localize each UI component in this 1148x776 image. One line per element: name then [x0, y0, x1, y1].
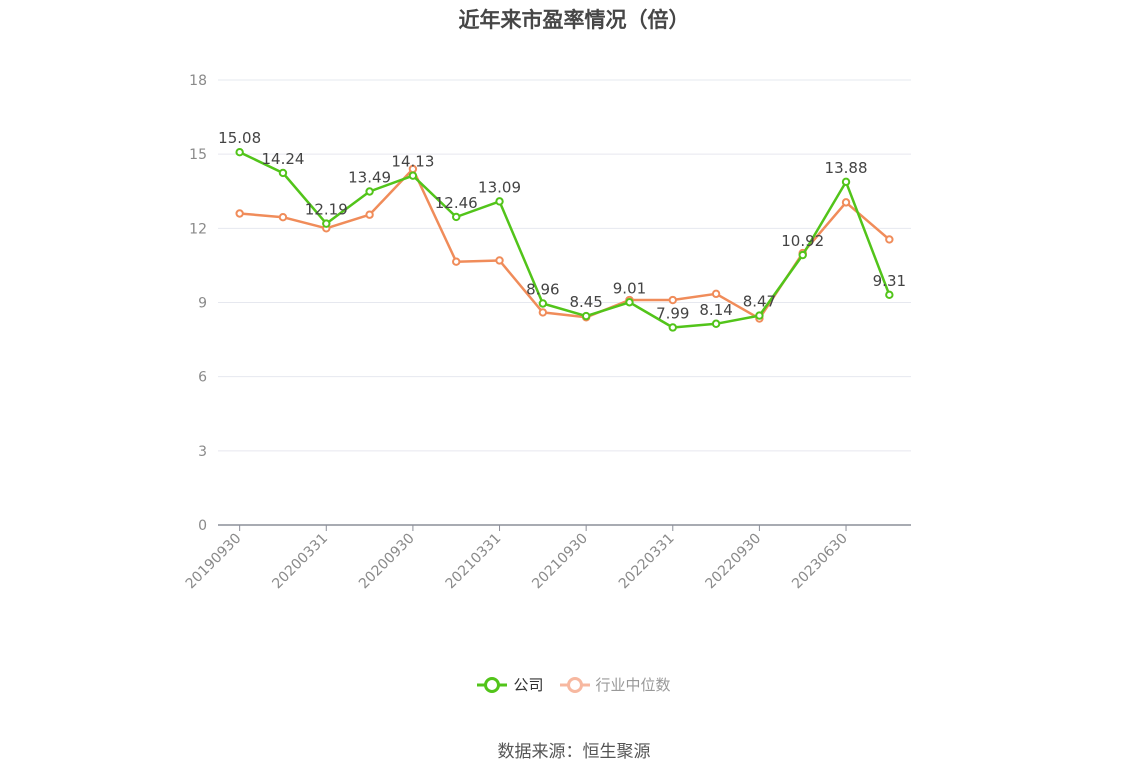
series-point-1: [366, 212, 372, 218]
data-label: 13.88: [825, 159, 868, 177]
data-label: 9.31: [873, 272, 906, 290]
y-tick-label: 18: [189, 73, 207, 89]
series-point-0: [540, 300, 546, 306]
x-tick-label: 20220331: [616, 531, 678, 593]
data-label: 15.08: [218, 129, 261, 147]
y-tick-label: 0: [198, 518, 207, 534]
legend-marker-industry-median: [560, 676, 590, 694]
data-label: 14.13: [391, 153, 434, 171]
series-point-0: [670, 324, 676, 330]
series-point-0: [323, 220, 329, 226]
data-label: 8.47: [743, 293, 776, 311]
legend-item-industry-median[interactable]: 行业中位数: [560, 674, 671, 695]
series-point-0: [496, 198, 502, 204]
series-point-1: [670, 297, 676, 303]
series-point-1: [280, 214, 286, 220]
series-point-0: [583, 313, 589, 319]
y-tick-label: 3: [198, 444, 207, 460]
y-tick-label: 6: [198, 370, 207, 386]
series-point-0: [410, 172, 416, 178]
series-point-0: [756, 312, 762, 318]
series-point-1: [496, 257, 502, 263]
legend-label-company: 公司: [513, 674, 543, 695]
x-tick-label: 20220930: [703, 531, 765, 593]
series-point-0: [236, 149, 242, 155]
series-point-1: [843, 199, 849, 205]
data-label: 12.19: [305, 201, 348, 219]
series-point-1: [540, 309, 546, 315]
x-tick-label: 20200331: [269, 531, 331, 593]
series-point-0: [886, 292, 892, 298]
data-label: 8.14: [699, 301, 732, 319]
series-point-1: [713, 291, 719, 297]
x-tick-label: 20230630: [789, 531, 851, 593]
y-tick-label: 9: [198, 296, 207, 312]
data-label: 7.99: [656, 304, 689, 322]
legend-item-company[interactable]: 公司: [477, 674, 543, 695]
series-point-0: [453, 214, 459, 220]
data-label: 8.96: [526, 280, 559, 298]
series-point-0: [280, 170, 286, 176]
series-point-0: [366, 188, 372, 194]
data-label: 14.24: [261, 150, 304, 168]
legend: 公司 行业中位数: [0, 674, 1148, 695]
series-point-1: [453, 259, 459, 265]
series-point-1: [886, 236, 892, 242]
line-chart: 0 3 6 9 12 15 18 20190930 20200331 20200930 202103…: [0, 0, 1148, 660]
data-label: 12.46: [435, 194, 478, 212]
data-label: 13.49: [348, 168, 391, 186]
x-tick-label: 20210930: [529, 531, 591, 593]
x-tick-label: 20200930: [356, 531, 418, 593]
legend-label-industry-median: 行业中位数: [596, 674, 671, 695]
data-label: 10.92: [781, 232, 824, 250]
series-point-0: [713, 321, 719, 327]
series-point-0: [843, 179, 849, 185]
y-tick-label: 12: [189, 221, 207, 237]
legend-marker-company: [477, 676, 507, 694]
series-point-0: [626, 299, 632, 305]
data-source: 数据来源：恒生聚源: [0, 737, 1148, 762]
data-label: 13.09: [478, 178, 521, 196]
data-label: 9.01: [613, 279, 646, 297]
series-point-0: [800, 252, 806, 258]
data-label: 8.45: [569, 293, 602, 311]
x-tick-label: 20190930: [183, 531, 245, 593]
series-point-1: [236, 210, 242, 216]
x-tick-label: 20210331: [443, 531, 505, 593]
y-tick-label: 15: [189, 147, 207, 163]
